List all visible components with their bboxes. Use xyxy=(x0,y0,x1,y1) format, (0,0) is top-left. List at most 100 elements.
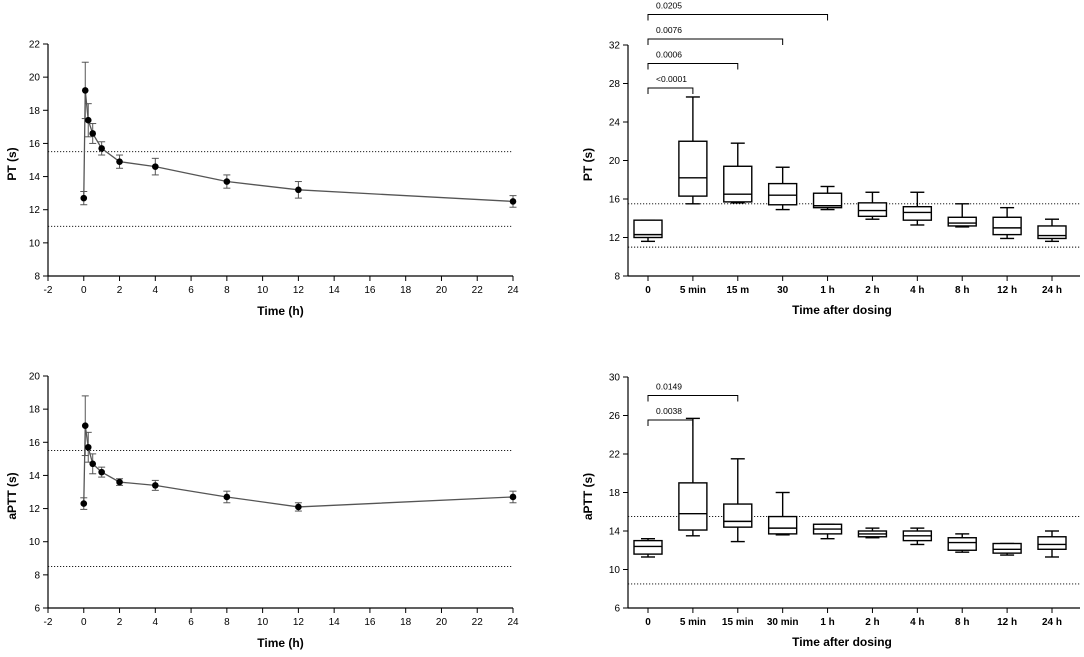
y-tick-label: 12 xyxy=(609,233,621,244)
series-line xyxy=(83,90,514,203)
category-label: 2 h xyxy=(865,617,879,628)
data-point xyxy=(98,145,105,152)
category-label: 0 xyxy=(645,617,651,628)
data-point xyxy=(80,500,88,507)
x-tick-label: 12 xyxy=(293,617,305,628)
box-3 xyxy=(767,491,798,536)
y-tick-label: 22 xyxy=(29,40,41,51)
data-point xyxy=(295,503,302,511)
significance-bracket xyxy=(647,63,739,70)
box-0 xyxy=(633,538,663,558)
box-9 xyxy=(1037,530,1067,558)
x-axis-label: Time (h) xyxy=(257,304,303,318)
x-tick-label: 0 xyxy=(81,285,87,296)
data-point xyxy=(223,493,231,501)
y-tick-label: 28 xyxy=(609,79,621,90)
x-tick-label: 4 xyxy=(153,617,159,628)
significance-bracket xyxy=(647,395,739,402)
box-2 xyxy=(723,458,753,543)
y-tick-label: 20 xyxy=(29,372,41,383)
y-tick-label: 24 xyxy=(609,118,621,129)
category-label: 12 h xyxy=(997,617,1017,628)
significance-bracket xyxy=(647,419,694,426)
box-5 xyxy=(857,527,888,539)
box-iqr xyxy=(678,482,708,531)
data-point xyxy=(80,194,88,202)
y-tick-label: 26 xyxy=(609,411,621,422)
box-1 xyxy=(678,417,708,537)
box-4 xyxy=(812,523,843,540)
y-tick-label: 18 xyxy=(29,405,41,416)
x-tick-label: 24 xyxy=(507,285,519,296)
box-4 xyxy=(812,185,843,211)
x-tick-label: 20 xyxy=(436,285,448,296)
data-point xyxy=(89,130,97,137)
y-tick-label: 6 xyxy=(614,604,620,615)
x-tick-label: -2 xyxy=(44,285,53,296)
x-tick-label: 14 xyxy=(329,617,341,628)
data-point xyxy=(223,178,231,185)
x-tick-label: 16 xyxy=(364,285,376,296)
box-iqr xyxy=(633,219,663,239)
data-point xyxy=(81,422,89,430)
category-label: 24 h xyxy=(1042,285,1062,296)
x-tick-label: 20 xyxy=(436,617,448,628)
category-label: 2 h xyxy=(865,285,879,296)
x-tick-label: 10 xyxy=(257,285,269,296)
y-tick-label: 22 xyxy=(609,450,621,461)
category-label: 1 h xyxy=(820,617,834,628)
y-tick-label: 12 xyxy=(29,504,41,515)
x-tick-label: 16 xyxy=(364,617,376,628)
x-tick-label: 22 xyxy=(472,617,484,628)
significance-bracket xyxy=(647,14,829,21)
y-tick-label: 10 xyxy=(29,238,41,249)
x-tick-label: 12 xyxy=(293,285,305,296)
data-point xyxy=(509,198,517,205)
x-tick-label: 18 xyxy=(400,617,412,628)
category-label: 1 h xyxy=(820,285,834,296)
box-0 xyxy=(633,219,663,243)
box-iqr xyxy=(678,140,708,197)
category-label: 30 min xyxy=(767,617,799,628)
data-point xyxy=(116,158,123,165)
y-tick-label: 14 xyxy=(609,527,621,538)
y-tick-label: 20 xyxy=(609,156,621,167)
x-tick-label: 24 xyxy=(507,617,519,628)
y-tick-label: 14 xyxy=(29,471,41,482)
box-iqr xyxy=(947,216,977,227)
box-2 xyxy=(723,142,753,204)
data-point xyxy=(509,493,517,501)
category-label: 15 m xyxy=(726,285,749,296)
y-tick-label: 10 xyxy=(29,537,41,548)
y-axis-label: PT (s) xyxy=(5,147,19,180)
x-tick-label: 14 xyxy=(329,285,341,296)
y-tick-label: 8 xyxy=(34,570,40,581)
x-tick-label: 6 xyxy=(188,285,194,296)
category-label: 8 h xyxy=(955,617,969,628)
x-tick-label: 10 xyxy=(257,617,269,628)
y-axis-label: PT (s) xyxy=(581,148,595,181)
x-tick-label: 4 xyxy=(153,285,159,296)
x-tick-label: 8 xyxy=(224,285,230,296)
significance-bracket xyxy=(647,38,784,45)
y-tick-label: 10 xyxy=(609,565,621,576)
box-8 xyxy=(992,542,1022,556)
y-axis-label: aPTT (s) xyxy=(5,472,19,519)
category-label: 5 min xyxy=(680,617,706,628)
box-5 xyxy=(857,191,888,220)
y-tick-label: 18 xyxy=(609,488,621,499)
p-value-label: 0.0076 xyxy=(656,25,682,35)
data-point xyxy=(295,186,302,194)
y-tick-label: 12 xyxy=(29,205,41,216)
x-tick-label: 22 xyxy=(472,285,484,296)
y-tick-label: 14 xyxy=(29,172,41,183)
y-axis-label: aPTT (s) xyxy=(581,473,595,520)
p-value-label: 0.0205 xyxy=(656,1,682,11)
box-iqr xyxy=(812,192,843,209)
p-value-label: 0.0149 xyxy=(656,382,682,392)
y-tick-label: 20 xyxy=(29,73,41,84)
y-tick-label: 16 xyxy=(609,195,621,206)
box-8 xyxy=(992,206,1022,240)
